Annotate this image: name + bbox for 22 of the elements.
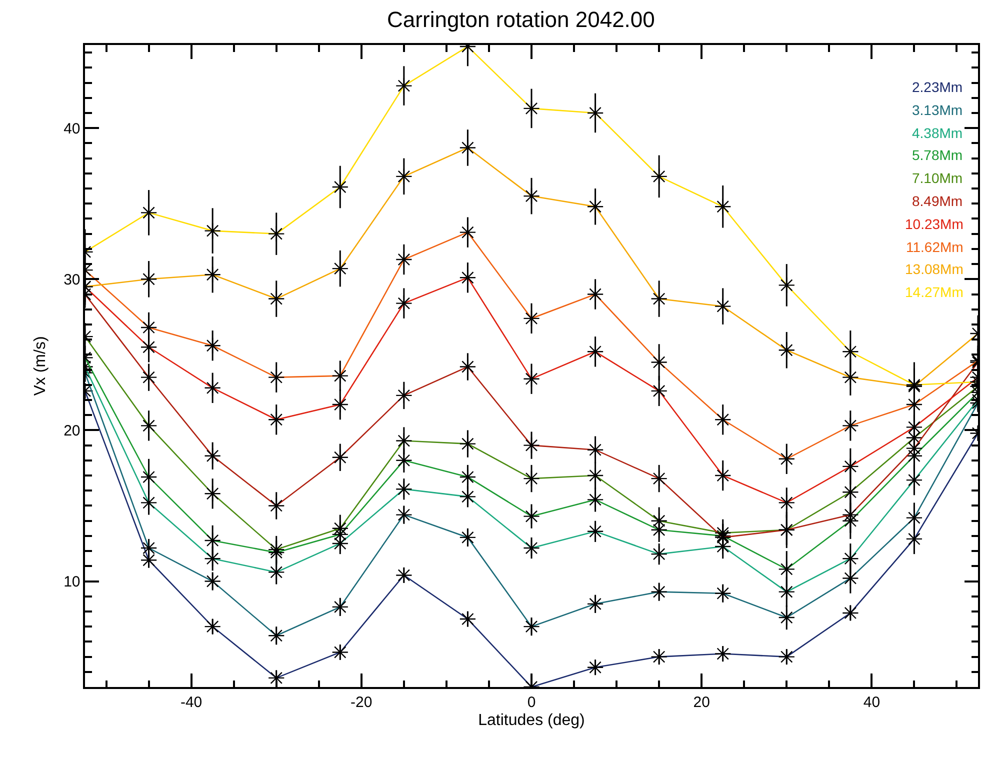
legend-label: 13.08Mm <box>905 261 964 277</box>
y-tick-label: 30 <box>64 271 80 288</box>
x-axis-title: Latitudes (deg) <box>478 712 585 729</box>
legend-label: 11.62Mm <box>906 239 964 255</box>
x-tick-label: 40 <box>863 694 880 711</box>
x-tick-label: -20 <box>350 694 372 711</box>
legend-label: 10.23Mm <box>905 216 964 232</box>
legend-label: 4.38Mm <box>912 125 963 141</box>
chart-title: Carrington rotation 2042.00 <box>387 6 655 32</box>
legend-label: 8.49Mm <box>912 193 963 209</box>
y-axis-title: Vx (m/s) <box>32 336 49 396</box>
x-tick-label: 0 <box>527 694 536 711</box>
legend-label: 3.13Mm <box>912 102 963 118</box>
legend-label: 14.27Mm <box>905 284 964 300</box>
legend-label: 5.78Mm <box>912 147 963 163</box>
legend-label: 7.10Mm <box>912 170 963 186</box>
x-tick-label: -40 <box>180 694 202 711</box>
y-tick-label: 10 <box>64 574 80 591</box>
y-tick-label: 40 <box>64 120 80 138</box>
y-tick-label: 20 <box>64 422 80 440</box>
x-tick-label: 20 <box>693 694 710 711</box>
legend-label: 2.23Mm <box>912 79 963 95</box>
